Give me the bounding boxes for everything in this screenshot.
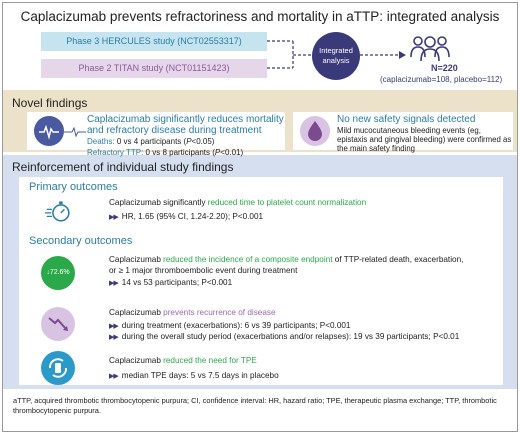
refractory-p: P xyxy=(214,148,221,157)
arrow-icon: ▶▶ xyxy=(109,280,119,287)
arrow-icon: ▶▶ xyxy=(109,213,119,221)
n-breakdown: (caplacizumab=108, placebo=112) xyxy=(380,75,503,84)
o1-bullet: HR, 1.65 (95% CI, 1.24-2.20); P<0.001 xyxy=(121,211,264,221)
outcome-composite: Caplacizumab reduced the incidence of a … xyxy=(109,255,463,290)
o3-bullet-1: during treatment (exacerbations): 6 vs 3… xyxy=(121,320,351,330)
arrow-icon: ▶▶ xyxy=(109,334,119,341)
integrated-analysis-circle: Integrated analysis xyxy=(312,32,360,80)
reinforcement-section: Reinforcement of individual study findin… xyxy=(3,155,517,389)
mortality-heading: Caplacizumab significantly reduces morta… xyxy=(87,114,284,136)
o2-bullet: 14 vs 53 participants; P<0.001 xyxy=(121,278,233,287)
arrow-icon: ▶▶ xyxy=(109,372,119,380)
outcome-tpe: Caplacizumab reduced the need for TPE ▶▶… xyxy=(109,356,279,382)
o2-highlight: reduced the incidence of a composite end… xyxy=(163,255,333,264)
footnote: aTTP, acquired thrombotic thrombocytopen… xyxy=(13,396,497,415)
outcome-platelet: Caplacizumab significantly reduced time … xyxy=(109,198,366,223)
titan-study-box: Phase 2 TITAN study (NCT01151423) xyxy=(41,59,267,78)
safety-finding-card: No new safety signals detected Mild muco… xyxy=(293,112,513,153)
arrow-icon: ▶▶ xyxy=(109,322,119,330)
integrated-label-1: Integrated xyxy=(319,46,353,55)
header-section: Caplacizumab prevents refractoriness and… xyxy=(3,3,517,84)
deaths-line: Deaths: 0 vs 4 participants (P<0.05) xyxy=(87,137,214,147)
novel-findings-section: Novel findings Caplacizumab significantl… xyxy=(3,90,517,153)
deaths-label: Deaths: xyxy=(87,137,115,146)
o1-highlight: reduced time to platelet count normaliza… xyxy=(207,198,367,207)
o2-line2: or ≥ 1 major thromboembolic event during… xyxy=(109,265,298,275)
o4-highlight: reduced the need for TPE xyxy=(163,356,257,365)
connector-lines xyxy=(267,40,406,69)
o3-bullet-2: during the overall study period (exacerb… xyxy=(121,332,460,341)
refractory-text: 0 vs 8 participants ( xyxy=(145,148,215,157)
deaths-text: 0 vs 4 participants ( xyxy=(116,137,187,146)
novel-findings-title: Novel findings xyxy=(12,96,88,110)
o3-highlight: prevents recurrence of disease xyxy=(163,308,276,317)
badge-value: ↓72.6% xyxy=(46,269,70,276)
composite-reduction-badge: ↓72.6% xyxy=(41,256,75,290)
deaths-tail: <0.05) xyxy=(191,137,215,146)
o1-prefix: Caplacizumab significantly xyxy=(109,198,208,207)
integrated-label-2: analysis xyxy=(322,56,350,65)
o4-prefix: Caplacizumab xyxy=(109,356,164,365)
heartbeat-icon xyxy=(34,116,64,146)
o2-suffix: of TTP-related death, exacerbation, xyxy=(332,255,464,264)
primary-outcomes-title: Primary outcomes xyxy=(29,181,118,193)
secondary-outcomes-title: Secondary outcomes xyxy=(29,235,133,247)
hercules-study-box: Phase 3 HERCULES study (NCT02553317) xyxy=(41,32,267,51)
ecg-trail xyxy=(64,127,86,137)
total-n: N=220 xyxy=(431,63,458,73)
safety-description: Mild mucocutaneous bleeding events (eg, … xyxy=(337,126,512,153)
deaths-p: P xyxy=(186,137,192,146)
plasma-exchange-icon xyxy=(41,351,75,385)
safety-heading: No new safety signals detected xyxy=(337,114,476,125)
outcomes-panel: Primary outcomes Caplacizumab significan… xyxy=(19,177,503,385)
refractory-label: Refractory TTP: xyxy=(87,148,144,157)
refractory-line: Refractory TTP: 0 vs 8 participants (P<0… xyxy=(87,148,243,158)
reinforcement-title: Reinforcement of individual study findin… xyxy=(12,160,234,174)
refractory-tail: <0.01) xyxy=(220,148,244,157)
decline-trend-icon xyxy=(41,307,75,341)
blood-drop-icon xyxy=(300,116,330,146)
o3-prefix: Caplacizumab xyxy=(109,308,164,317)
main-title: Caplacizumab prevents refractoriness and… xyxy=(20,9,500,24)
o4-bullet: median TPE days: 5 vs 7.5 days in placeb… xyxy=(121,370,279,380)
people-group-icon xyxy=(410,36,450,62)
stopwatch-icon xyxy=(45,201,70,222)
mortality-finding-card: Caplacizumab significantly reduces morta… xyxy=(27,112,285,150)
o2-prefix: Caplacizumab xyxy=(109,255,164,264)
outcome-recurrence: Caplacizumab prevents recurrence of dise… xyxy=(109,308,459,344)
